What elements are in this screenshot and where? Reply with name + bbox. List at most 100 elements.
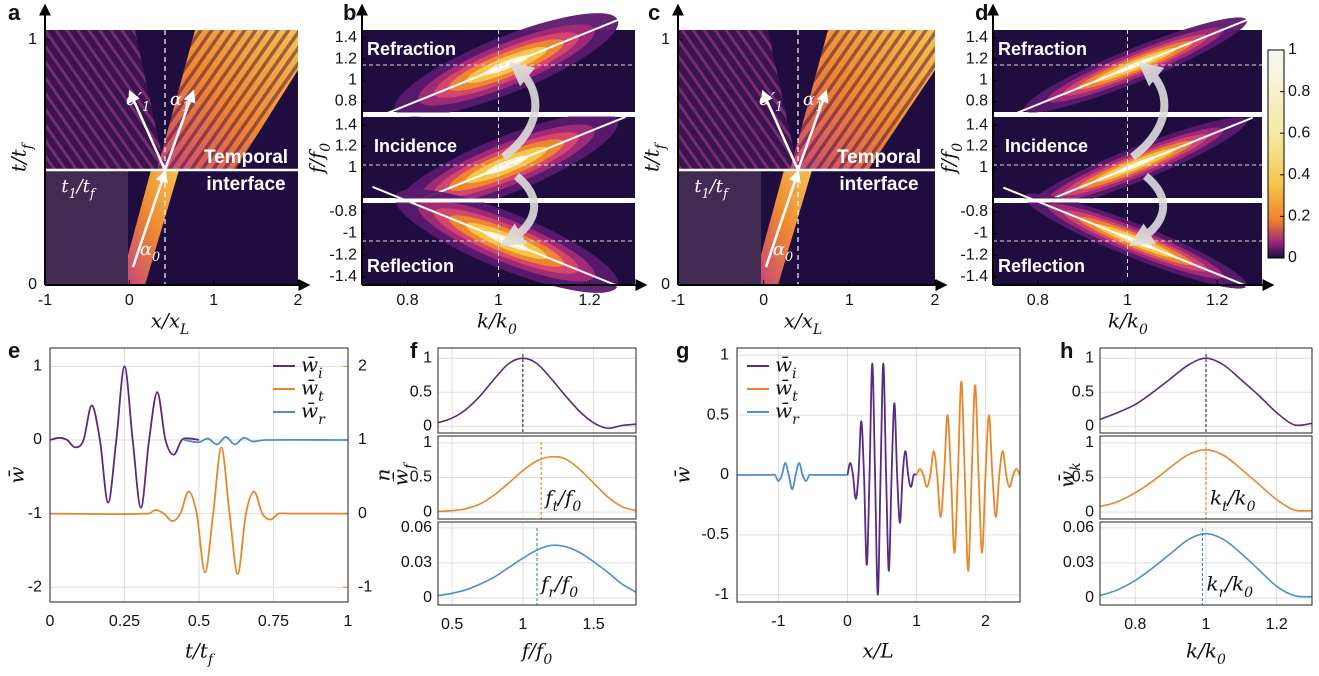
y-axis-label: w̄ <box>671 466 695 483</box>
x-axis-label: x/L <box>862 639 893 663</box>
y-tick-label: 0 <box>661 276 670 293</box>
y-tick-label: 0.5 <box>1072 383 1094 400</box>
series-line <box>438 357 636 430</box>
y-axis-label: t/tf <box>640 141 670 172</box>
colorbar-label: 0 <box>1288 249 1297 266</box>
plot-area <box>438 348 636 433</box>
y-tick-label: -1.2 <box>960 246 988 263</box>
x-tick-label: -1 <box>771 613 785 630</box>
y-tick-label: -1 <box>28 505 42 522</box>
y-tick-label: 0 <box>423 503 432 520</box>
x-tick-label: 1.2 <box>1206 292 1228 309</box>
y-tick-label: 1 <box>979 159 988 176</box>
y-tick-label: 0.03 <box>401 554 432 571</box>
wave-vector <box>796 89 829 171</box>
series-line <box>1100 532 1312 598</box>
x-tick-label: 0.25 <box>109 613 140 630</box>
row-label: Refraction <box>998 39 1087 59</box>
reflected-stripes <box>678 30 798 170</box>
y-tick-label: 1.4 <box>335 116 357 133</box>
y-tick-label: 1 <box>720 346 729 363</box>
x-tick-label: 1 <box>344 613 353 630</box>
wave-vector <box>764 169 801 268</box>
transfer-arrow <box>501 61 540 161</box>
x-tick-label: 1 <box>494 292 503 309</box>
x-tick-label: 1 <box>209 292 218 309</box>
colorbar-label: 0.2 <box>1288 208 1310 225</box>
x-tick-label: 0 <box>125 292 134 309</box>
pre-interface-field <box>678 170 761 285</box>
series-line <box>50 365 200 509</box>
colorbar-label: 0.4 <box>1288 166 1310 183</box>
colorbar-label: 1 <box>1288 41 1297 58</box>
y-tick-label: -0.5 <box>701 526 729 543</box>
y-tick-label: -1 <box>343 225 357 242</box>
x-axis-label: f/f0 <box>520 639 553 669</box>
wave-vector <box>131 169 168 268</box>
row-label: Reflection <box>367 256 454 276</box>
x-tick-label: 0.5 <box>188 613 210 630</box>
plot-frame <box>49 347 349 603</box>
panel-letter: b <box>343 0 356 25</box>
y-tick-label: -1.4 <box>960 268 988 285</box>
x-tick-label: 1 <box>518 616 527 633</box>
y2-tick-label: 1 <box>358 431 367 448</box>
y-axis-label: w̄ <box>5 466 29 483</box>
wave-vector <box>128 89 167 171</box>
y-tick-label: 1 <box>348 71 357 88</box>
x-tick-label: 0 <box>46 613 55 630</box>
panel-letter: g <box>676 338 689 363</box>
y2-tick-label: 2 <box>358 358 367 375</box>
x-tick-label: 1.2 <box>578 292 600 309</box>
y-tick-label: 1 <box>33 358 42 375</box>
row-label: Incidence <box>374 136 457 156</box>
y-tick-label: 0.06 <box>401 519 432 536</box>
y-tick-label: -0.8 <box>960 203 988 220</box>
colorbar-label: 0.8 <box>1288 83 1310 100</box>
y-tick-label: 0 <box>1085 589 1094 606</box>
row-label: Refraction <box>367 39 456 59</box>
y-tick-label: 0 <box>28 276 37 293</box>
x-axis-label: x/xL <box>784 309 823 339</box>
plot-frame <box>736 347 1021 603</box>
transmitted-stripes <box>790 30 935 170</box>
x-axis-label: k/k0 <box>1186 639 1226 669</box>
transmitted-stripes <box>157 30 298 170</box>
transfer-arrow <box>1130 61 1169 161</box>
series-line <box>1100 357 1312 427</box>
y-tick-label: 0 <box>423 589 432 606</box>
y-tick-label: -1.2 <box>329 246 357 263</box>
y2-tick-label: 0 <box>358 505 367 522</box>
y-tick-label: 1 <box>1085 434 1094 451</box>
wave-vector <box>761 89 800 171</box>
reflected-stripes <box>45 30 165 170</box>
plot-frame <box>437 521 637 606</box>
y-tick-label: 1.2 <box>335 138 357 155</box>
y-tick-label: 0.5 <box>707 406 729 423</box>
y-tick-label: -0.8 <box>329 203 357 220</box>
wave-vector <box>163 89 196 171</box>
y-tick-label: 1 <box>28 31 37 48</box>
y-tick-label: 1 <box>348 159 357 176</box>
y-tick-label: 0.8 <box>966 93 988 110</box>
x-tick-label: -1 <box>38 292 52 309</box>
y-axis-label: f/f0 <box>305 143 335 176</box>
x-axis-label: t/tf <box>185 639 216 669</box>
y-tick-label: 1.2 <box>966 50 988 67</box>
x-axis-label: x/xL <box>151 309 190 339</box>
y-tick-label: -1 <box>974 225 988 242</box>
y-tick-label: 0.06 <box>1063 519 1094 536</box>
series-line <box>438 455 636 513</box>
y-tick-label: 1.4 <box>966 29 988 46</box>
transfer-arrow <box>1129 172 1167 246</box>
y-tick-label: 0 <box>720 466 729 483</box>
legend-label: w̄i <box>301 353 323 383</box>
panel-letter: c <box>648 0 660 25</box>
spectrum-blob <box>354 89 639 241</box>
y-tick-label: 0.03 <box>1063 554 1094 571</box>
x-tick-label: 1.2 <box>1266 616 1288 633</box>
y-tick-label: -1.4 <box>329 268 357 285</box>
y-tick-label: -2 <box>28 578 42 595</box>
